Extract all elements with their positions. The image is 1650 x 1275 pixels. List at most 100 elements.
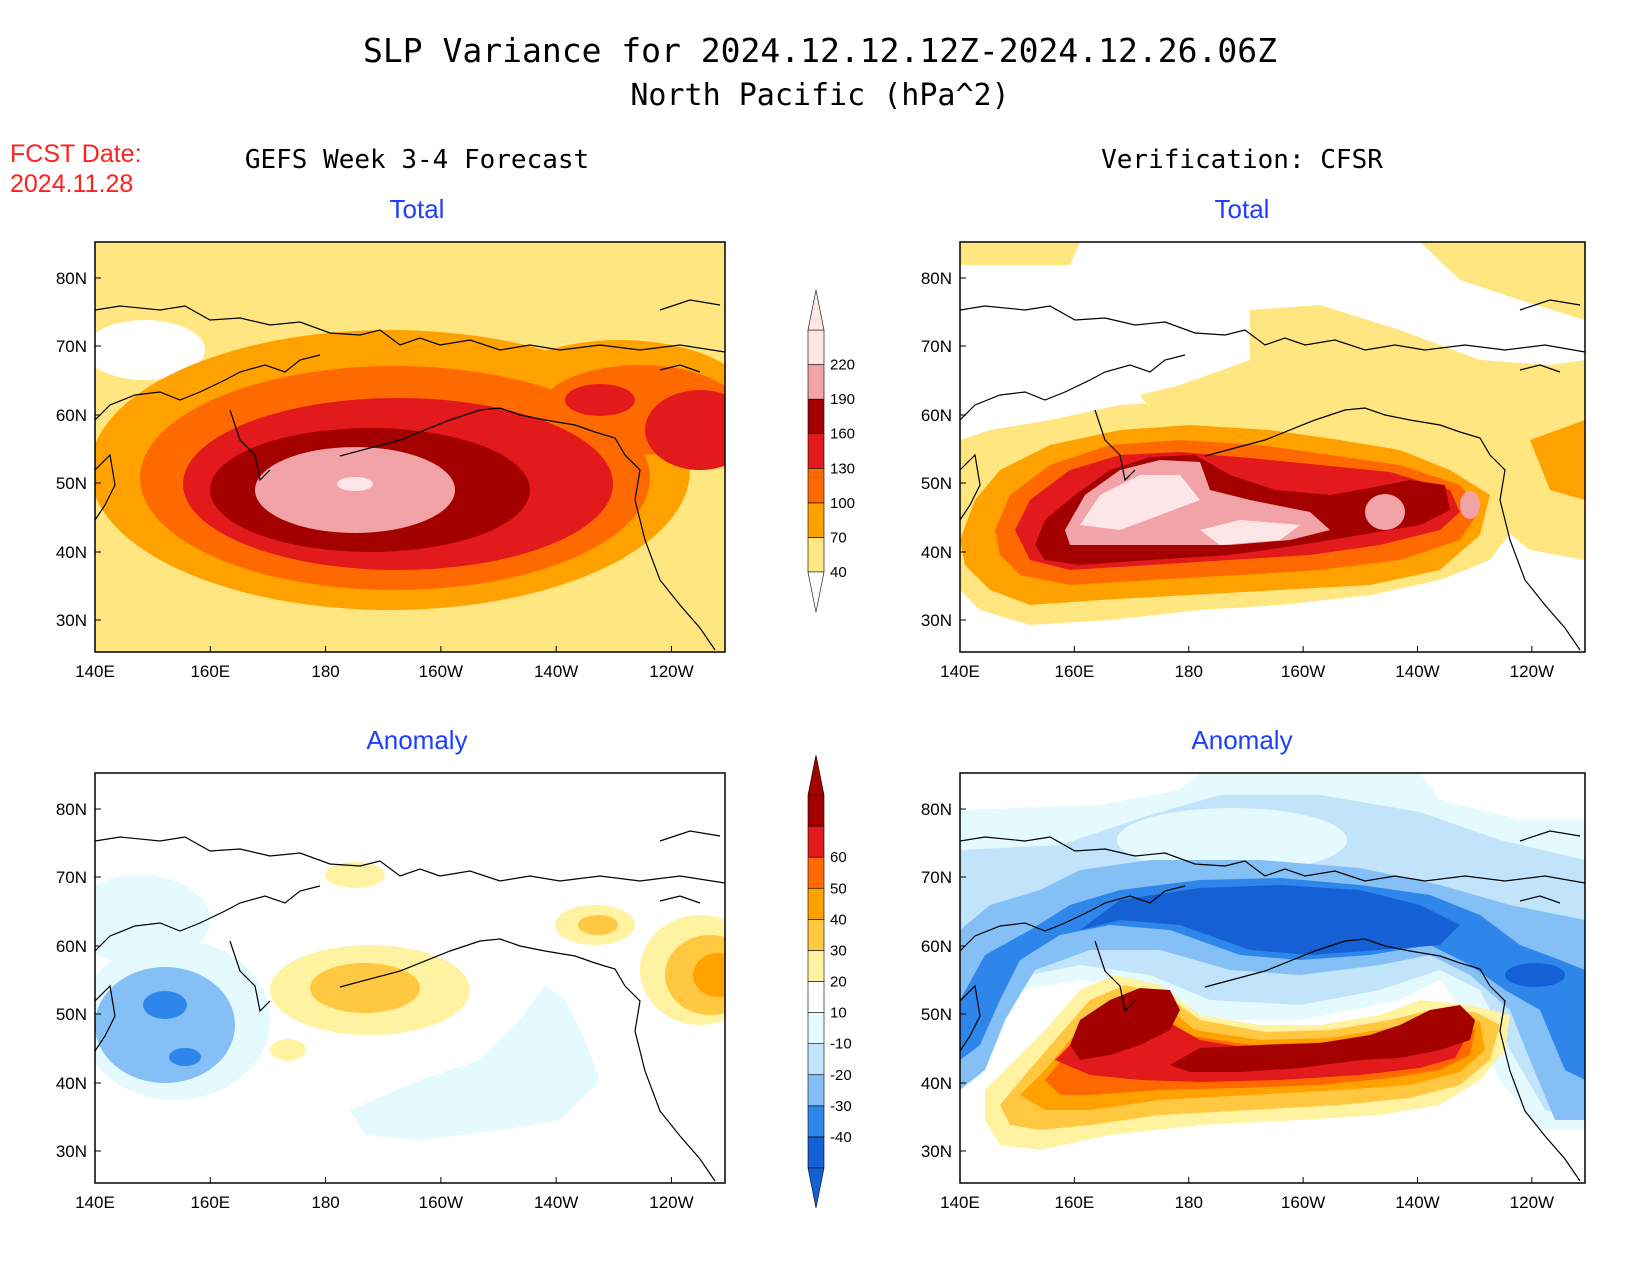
- colorbar-total-label: 70: [830, 529, 847, 546]
- fcst-anomaly-lat-label: 50N: [56, 1005, 87, 1024]
- fcst-date-label: FCST Date:: [10, 140, 142, 168]
- fcst-total-lon-label: 140E: [75, 662, 115, 681]
- fcst-total-panel: [94, 241, 726, 653]
- cfsr-anomaly-lat-label: 50N: [921, 1005, 952, 1024]
- fcst-total-lat-label: 30N: [56, 611, 87, 630]
- colorbar-total-label: 130: [830, 460, 855, 477]
- colorbar-total-label: 100: [830, 495, 855, 512]
- colorbar-anomaly-segment: [807, 1012, 825, 1044]
- colorbar-anomaly-segment: [807, 1043, 825, 1076]
- colorbar-anomaly-label: -40: [830, 1129, 852, 1146]
- cfsr-total-panel: [959, 241, 1586, 653]
- colorbar-total-segment: [807, 467, 825, 504]
- cfsr-anomaly-field: [960, 773, 1585, 1150]
- colorbar-anomaly-segment: [807, 887, 825, 920]
- right-column-title: Verification: CFSR: [1101, 145, 1383, 175]
- colorbar-anomaly-label: -10: [830, 1036, 852, 1053]
- cfsr-anomaly-lon-label: 160E: [1055, 1193, 1095, 1212]
- colorbar-total-label: 220: [830, 357, 855, 374]
- left-column-title: GEFS Week 3-4 Forecast: [245, 145, 589, 175]
- fcst-total-coastlines: [95, 299, 725, 651]
- fcst-anomaly-lat-label: 40N: [56, 1074, 87, 1093]
- fcst-total-field: [95, 242, 725, 652]
- fcst-total-lat-label: 50N: [56, 474, 87, 493]
- fcst-total-lon-label: 140W: [534, 662, 578, 681]
- fcst-total-lat-label: 60N: [56, 406, 87, 425]
- fcst-anomaly-coastlines: [95, 830, 725, 1182]
- colorbar-anomaly-label: 30: [830, 942, 847, 959]
- colorbar-anomaly-label: -20: [830, 1067, 852, 1084]
- fcst-anomaly-lon-label: 160E: [190, 1193, 230, 1212]
- colorbar-anomaly-segment: [807, 856, 825, 889]
- cfsr-total-lon-label: 160W: [1281, 662, 1325, 681]
- fcst-total-lat-label: 70N: [56, 337, 87, 356]
- cfsr-anomaly-lat-label: 30N: [921, 1142, 952, 1161]
- fcst-total-title: Total: [390, 194, 445, 224]
- colorbar-total-segment: [807, 398, 825, 435]
- colorbar-anomaly-label: 60: [830, 849, 847, 866]
- colorbar-total-segment: [807, 502, 825, 538]
- colorbar-anomaly-top-arrow: [807, 754, 825, 796]
- cfsr-total-lat-label: 40N: [921, 543, 952, 562]
- colorbar-anomaly-label: -30: [830, 1098, 852, 1115]
- cfsr-total-title: Total: [1215, 194, 1270, 224]
- cfsr-total-lon-label: 120W: [1510, 662, 1554, 681]
- cfsr-total-lat-label: 30N: [921, 611, 952, 630]
- cfsr-total-lat-label: 60N: [921, 406, 952, 425]
- cfsr-total-lon-label: 140E: [940, 662, 980, 681]
- colorbar-total-segment: [807, 433, 825, 469]
- fcst-anomaly-lat-label: 70N: [56, 868, 87, 887]
- fcst-total-lat-label: 80N: [56, 269, 87, 288]
- colorbar-total-segment: [807, 329, 825, 365]
- fcst-total-lat-label: 40N: [56, 543, 87, 562]
- cfsr-total-lat-label: 50N: [921, 474, 952, 493]
- colorbar-total-label: 40: [830, 564, 847, 581]
- cfsr-anomaly-lat-label: 40N: [921, 1074, 952, 1093]
- axes-layer: 80N 70N 60N 50N 40N 30N 140E 160E 180 160W 140W 120…: [56, 269, 1554, 1212]
- colorbar-anomaly-label: 20: [830, 974, 847, 991]
- fcst-anomaly-lat-label: 80N: [56, 800, 87, 819]
- colorbar-anomaly-segment: [807, 825, 825, 858]
- colorbar-total-bottom-arrow: [807, 571, 825, 613]
- fcst-total-lon-label: 120W: [649, 662, 693, 681]
- cfsr-total-field: [960, 242, 1585, 625]
- cfsr-anomaly-lat-label: 70N: [921, 868, 952, 887]
- fcst-total-lon-label: 180: [311, 662, 339, 681]
- colorbar-anomaly-bottom-arrow: [807, 1167, 825, 1209]
- colorbar-anomaly-label: 40: [830, 911, 847, 928]
- cfsr-anomaly-lat-label: 80N: [921, 800, 952, 819]
- fcst-anomaly-lon-label: 140E: [75, 1193, 115, 1212]
- cfsr-anomaly-lon-label: 160W: [1281, 1193, 1325, 1212]
- cfsr-anomaly-lon-label: 140E: [940, 1193, 980, 1212]
- cfsr-anomaly-lon-label: 180: [1175, 1193, 1203, 1212]
- fcst-anomaly-lon-label: 180: [311, 1193, 339, 1212]
- colorbar-anomaly-segment: [807, 794, 825, 827]
- cfsr-total-lat-label: 70N: [921, 337, 952, 356]
- colorbar-total: 40 70 100 130 160 190 220: [807, 289, 855, 613]
- colorbar-anomaly-segment: [807, 1105, 825, 1138]
- figure-subtitle: North Pacific (hPa^2): [630, 78, 1009, 113]
- colorbar-total-segment: [807, 364, 825, 400]
- fcst-anomaly-lat-label: 30N: [56, 1142, 87, 1161]
- cfsr-anomaly-lon-label: 120W: [1510, 1193, 1554, 1212]
- colorbar-anomaly-segment: [807, 950, 825, 982]
- fcst-date-value: 2024.11.28: [10, 170, 133, 198]
- colorbar-anomaly-segment: [807, 919, 825, 951]
- fcst-total-lon-label: 160W: [419, 662, 463, 681]
- cfsr-anomaly-lat-label: 60N: [921, 937, 952, 956]
- fcst-anomaly-lon-label: 120W: [649, 1193, 693, 1212]
- colorbar-anomaly-label: 10: [830, 1005, 847, 1022]
- cfsr-total-coastlines: [960, 299, 1585, 651]
- colorbar-anomaly-label: 50: [830, 880, 847, 897]
- cfsr-total-lon-label: 180: [1175, 662, 1203, 681]
- cfsr-anomaly-lon-label: 140W: [1395, 1193, 1439, 1212]
- fcst-total-lon-label: 160E: [190, 662, 230, 681]
- figure-title: SLP Variance for 2024.12.12.12Z-2024.12.…: [363, 31, 1277, 70]
- colorbar-anomaly-segment: [807, 1074, 825, 1107]
- fcst-anomaly-title: Anomaly: [366, 725, 467, 755]
- fcst-anomaly-lat-label: 60N: [56, 937, 87, 956]
- cfsr-total-lat-label: 80N: [921, 269, 952, 288]
- cfsr-anomaly-title: Anomaly: [1191, 725, 1292, 755]
- colorbar-anomaly-segment: [807, 1136, 825, 1169]
